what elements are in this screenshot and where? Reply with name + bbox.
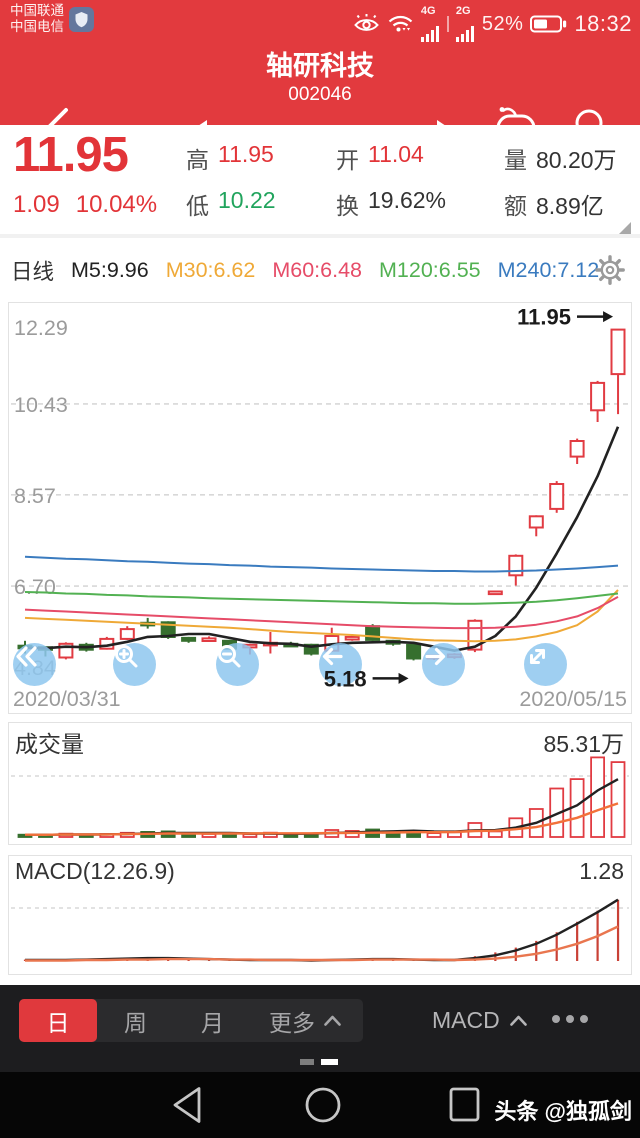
ma30-readout: M30:6.62 (165, 257, 256, 282)
battery-icon (530, 14, 567, 34)
price-change: 1.09 10.04% (13, 191, 157, 219)
android-nav-bar: 头条 @独孤剑 (0, 1072, 640, 1138)
period-toolbar: 日 周 月 更多 MACD (0, 985, 640, 1072)
stock-title-block[interactable]: 轴研科技 002046 (200, 50, 440, 108)
stock-name: 轴研科技 (266, 51, 374, 81)
chevron-up-icon (324, 1015, 341, 1026)
ma-readout-bar: 日线 M5:9.96 M30:6.62 M60:6.48 M120:6.55 M… (0, 240, 640, 300)
wifi-icon (387, 13, 414, 35)
field-label-high: 高 (186, 147, 209, 173)
signal-4g-icon: 4G (420, 5, 440, 42)
android-recents-icon[interactable] (447, 1085, 483, 1130)
field-value-open: 11.04 (368, 141, 424, 167)
ma240-readout: M240:7.12 (497, 257, 600, 282)
chevron-up-icon (509, 1015, 527, 1026)
field-label-turnover: 换 (336, 193, 359, 219)
indicator-selector[interactable]: MACD (432, 999, 527, 1042)
zoom-out-button[interactable] (216, 643, 259, 686)
field-value-low: 10.22 (218, 187, 276, 213)
svg-text:10.43: 10.43 (14, 393, 68, 417)
gear-icon[interactable] (594, 254, 626, 292)
date-start: 2020/03/31 (13, 687, 121, 711)
tab-day[interactable]: 日 (19, 999, 97, 1042)
field-label-open: 开 (336, 147, 359, 173)
volume-title: 成交量 (15, 731, 84, 757)
android-back-icon[interactable] (170, 1085, 204, 1130)
eye-protection-icon (353, 13, 380, 35)
stock-code: 002046 (288, 84, 352, 105)
field-value-amount: 8.89亿 (536, 193, 604, 219)
watermark: 头条 @独孤剑 (494, 1099, 632, 1124)
rewind-button[interactable] (13, 643, 56, 686)
field-value-turnover: 19.62% (368, 187, 447, 213)
security-shield-icon (69, 7, 94, 32)
quote-section: 11.95 1.09 10.04% 高 11.95 开 11.04 量 80.20万 … (0, 125, 640, 234)
quote-fields: 高 11.95 开 11.04 量 80.20万 低 10.22 换 19.62% 额 8.… (186, 135, 634, 227)
carrier-block: 中国联通 中国电信 (10, 3, 94, 42)
volume-chart[interactable] (9, 723, 631, 844)
macd-panel: MACD(12.26.9) 1.28 (8, 855, 632, 975)
change-percent: 10.04% (75, 191, 158, 218)
pan-left-button[interactable] (319, 643, 362, 686)
expand-corner-handle[interactable] (619, 222, 631, 234)
field-label-amount: 额 (504, 193, 527, 219)
ma5-readout: M5:9.96 (71, 257, 149, 282)
signal-divider (446, 16, 449, 32)
tab-more[interactable]: 更多 (251, 999, 363, 1042)
carrier-line2: 中国电信 (10, 19, 64, 34)
last-price: 11.95 (13, 128, 129, 182)
tab-month[interactable]: 月 (201, 1009, 224, 1036)
app-header: 轴研科技 002046 (0, 42, 640, 150)
change-amount: 1.09 (13, 191, 60, 218)
macd-chart[interactable] (9, 856, 631, 974)
battery-percent: 52% (481, 12, 524, 35)
ma60-readout: M60:6.48 (272, 257, 363, 282)
field-value-volume: 80.20万 (536, 147, 617, 173)
ma120-readout: M120:6.55 (379, 257, 481, 282)
svg-text:6.70: 6.70 (14, 575, 56, 599)
volume-max-value: 85.31万 (543, 731, 624, 757)
status-icons: 4G 2G 52% 18:32 (353, 3, 632, 42)
field-label-volume: 量 (504, 147, 527, 173)
svg-text:12.29: 12.29 (14, 316, 68, 340)
pan-right-button[interactable] (422, 643, 465, 686)
page-indicator (300, 1059, 338, 1065)
volume-panel: 成交量 85.31万 (8, 722, 632, 845)
signal-2g-icon: 2G (455, 5, 475, 42)
svg-text:8.57: 8.57 (14, 484, 56, 508)
macd-max-value: 1.28 (579, 858, 624, 884)
macd-title: MACD(12.26.9) (15, 858, 175, 884)
fullscreen-button[interactable] (524, 643, 567, 686)
period-tab-group: 日 周 月 更多 (19, 999, 363, 1042)
field-value-high: 11.95 (218, 141, 274, 167)
status-bar: 中国联通 中国电信 4G 2G (0, 0, 640, 42)
more-options-icon[interactable] (552, 1015, 588, 1023)
date-end: 2020/05/15 (519, 687, 627, 711)
tab-week[interactable]: 周 (124, 1009, 147, 1036)
section-divider (0, 234, 640, 238)
carrier-line1: 中国联通 (10, 3, 64, 18)
field-label-low: 低 (186, 193, 209, 219)
clock: 18:32 (574, 11, 632, 36)
android-home-icon[interactable] (303, 1085, 343, 1130)
red-header-background: 中国联通 中国电信 4G 2G (0, 0, 640, 150)
period-label: 日线 (11, 259, 55, 284)
zoom-in-button[interactable] (113, 643, 156, 686)
